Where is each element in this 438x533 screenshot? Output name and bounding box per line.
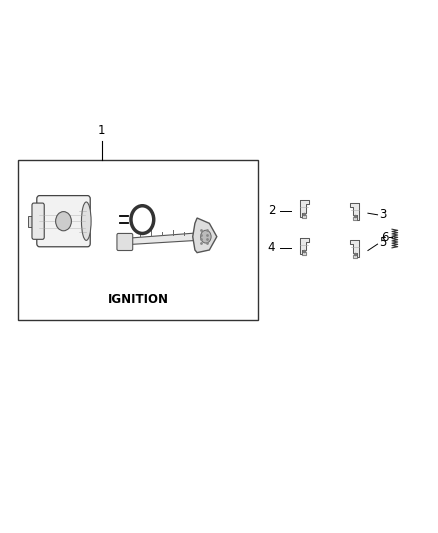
Text: 3: 3 — [379, 208, 386, 221]
Polygon shape — [300, 238, 309, 254]
Bar — [28, 216, 35, 227]
Text: 2: 2 — [268, 204, 276, 217]
Text: IGNITION: IGNITION — [107, 293, 169, 306]
Polygon shape — [353, 255, 357, 257]
Text: 4: 4 — [268, 241, 276, 254]
FancyBboxPatch shape — [32, 203, 44, 239]
Text: 1: 1 — [98, 124, 106, 137]
Polygon shape — [302, 215, 306, 217]
Text: 5: 5 — [380, 236, 387, 249]
Circle shape — [131, 206, 154, 233]
Polygon shape — [350, 203, 359, 220]
FancyBboxPatch shape — [117, 233, 133, 251]
Polygon shape — [353, 217, 357, 220]
FancyBboxPatch shape — [37, 196, 90, 247]
Bar — [18, 160, 258, 320]
Polygon shape — [193, 218, 217, 253]
Ellipse shape — [81, 202, 91, 240]
Text: 6: 6 — [381, 231, 389, 244]
Circle shape — [201, 230, 211, 243]
Polygon shape — [350, 240, 359, 257]
Circle shape — [56, 212, 71, 231]
Polygon shape — [302, 252, 306, 255]
Polygon shape — [300, 200, 309, 217]
Polygon shape — [127, 233, 197, 245]
